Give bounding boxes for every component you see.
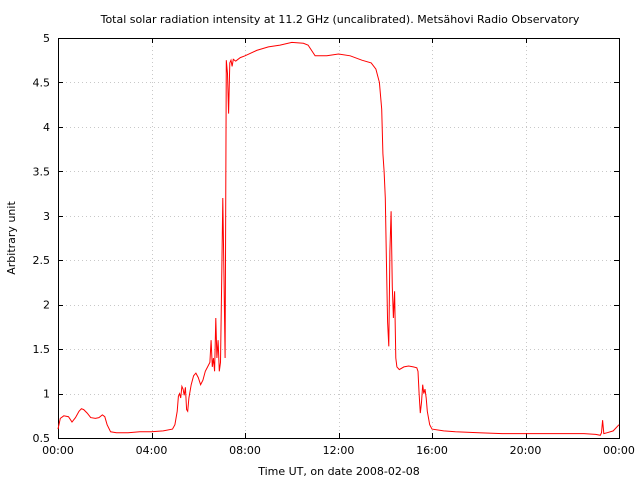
series-layer xyxy=(57,41,620,436)
x-tick-label: 00:00 xyxy=(42,444,74,457)
y-tick-label: 3 xyxy=(43,210,50,223)
y-tick-label: 2.5 xyxy=(33,254,51,267)
series-line-radiation xyxy=(57,41,620,436)
y-axis-label: Arbitrary unit xyxy=(5,201,18,275)
grid xyxy=(58,38,619,438)
x-axis-label: Time UT, on date 2008-02-08 xyxy=(257,465,420,478)
chart-title: Total solar radiation intensity at 11.2 … xyxy=(100,13,580,26)
x-tick-label: 00:00 xyxy=(603,444,635,457)
y-tick-label: 1.5 xyxy=(33,343,51,356)
x-tick-label: 16:00 xyxy=(416,444,448,457)
axis-ticks: 00:00 04:00 08:00 12:00 16:00 20:00 00:000.511… xyxy=(33,32,635,457)
y-tick-label: 4.5 xyxy=(33,76,51,89)
x-tick-label: 20:00 xyxy=(510,444,542,457)
y-tick-label: 5 xyxy=(43,32,50,45)
y-tick-label: 4 xyxy=(43,121,50,134)
x-tick-label: 08:00 xyxy=(229,444,261,457)
y-tick-label: 1 xyxy=(43,388,50,401)
y-tick-label: 2 xyxy=(43,299,50,312)
y-tick-label: 3.5 xyxy=(33,165,51,178)
y-tick-label: 0.5 xyxy=(33,432,51,445)
x-tick-label: 12:00 xyxy=(323,444,355,457)
x-tick-label: 04:00 xyxy=(136,444,168,457)
